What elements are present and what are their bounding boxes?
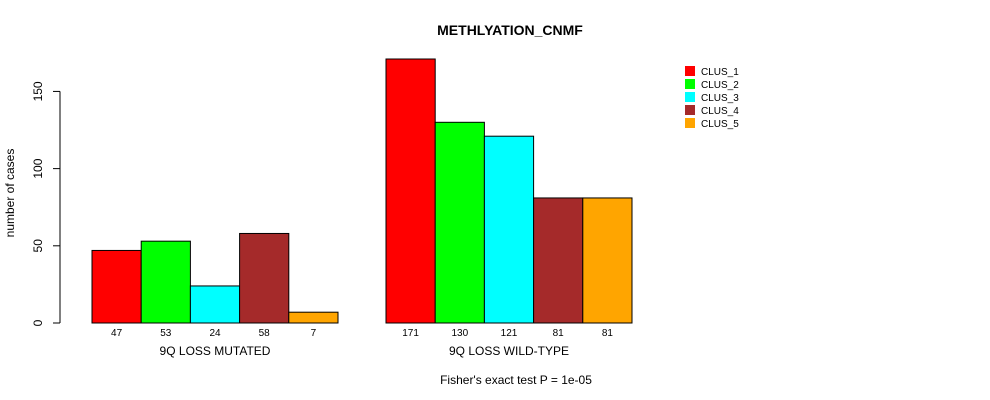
bar-value-label: 171 bbox=[402, 328, 419, 339]
legend-label: CLUS_5 bbox=[701, 119, 739, 130]
bar-value-label: 24 bbox=[209, 328, 221, 339]
legend-swatch-clus_5 bbox=[685, 118, 695, 128]
fisher-test-footnote: Fisher's exact test P = 1e-05 bbox=[440, 373, 592, 387]
legend-label: CLUS_3 bbox=[701, 93, 739, 104]
bars bbox=[91, 58, 633, 324]
bar-value-label: 47 bbox=[111, 328, 123, 339]
bar-value-label: 130 bbox=[451, 328, 468, 339]
legend: CLUS_1 CLUS_2 CLUS_3 CLUS_4 CLUS_5 bbox=[685, 66, 739, 130]
legend-label: CLUS_2 bbox=[701, 80, 739, 91]
y-axis-label: number of cases bbox=[3, 149, 17, 238]
bar-value-label: 7 bbox=[311, 328, 317, 339]
legend-label: CLUS_1 bbox=[701, 67, 739, 78]
group-labels: 9Q LOSS MUTATED 9Q LOSS WILD-TYPE bbox=[160, 344, 569, 358]
bar-value-label: 81 bbox=[602, 328, 614, 339]
bar-clus_3-group-2 bbox=[483, 135, 535, 324]
legend-swatch-clus_2 bbox=[685, 79, 695, 89]
y-tick-label: 50 bbox=[31, 239, 45, 253]
bar-clus_1-group-1 bbox=[91, 249, 142, 324]
bar-value-label: 58 bbox=[259, 328, 271, 339]
bar-clus_3-group-1 bbox=[189, 285, 241, 324]
bar-value-labels: 47 53 24 58 7 171 130 121 81 81 bbox=[111, 328, 613, 339]
bar-clus_5-group-1 bbox=[288, 311, 339, 324]
y-tick-label: 150 bbox=[31, 81, 45, 101]
y-tick-label: 0 bbox=[31, 319, 45, 326]
chart-title: METHLYATION_CNMF bbox=[437, 22, 583, 38]
bar-clus_4-group-2 bbox=[533, 197, 584, 324]
bar-value-label: 81 bbox=[553, 328, 565, 339]
legend-label: CLUS_4 bbox=[701, 106, 739, 117]
bar-clus_4-group-1 bbox=[239, 232, 290, 324]
bar-value-label: 53 bbox=[160, 328, 172, 339]
legend-swatch-clus_4 bbox=[685, 105, 695, 115]
legend-swatch-clus_3 bbox=[685, 92, 695, 102]
bar-clus_5-group-2 bbox=[582, 197, 633, 324]
group-label: 9Q LOSS WILD-TYPE bbox=[449, 344, 569, 358]
y-tick-label: 100 bbox=[31, 158, 45, 178]
bar-clus_1-group-2 bbox=[385, 58, 436, 324]
legend-swatch-clus_1 bbox=[685, 66, 695, 76]
bar-clus_2-group-2 bbox=[434, 121, 485, 324]
group-label: 9Q LOSS MUTATED bbox=[160, 344, 271, 358]
bar-clus_2-group-1 bbox=[140, 240, 191, 324]
y-axis: 0 50 100 150 bbox=[31, 81, 61, 326]
bar-value-label: 121 bbox=[501, 328, 518, 339]
